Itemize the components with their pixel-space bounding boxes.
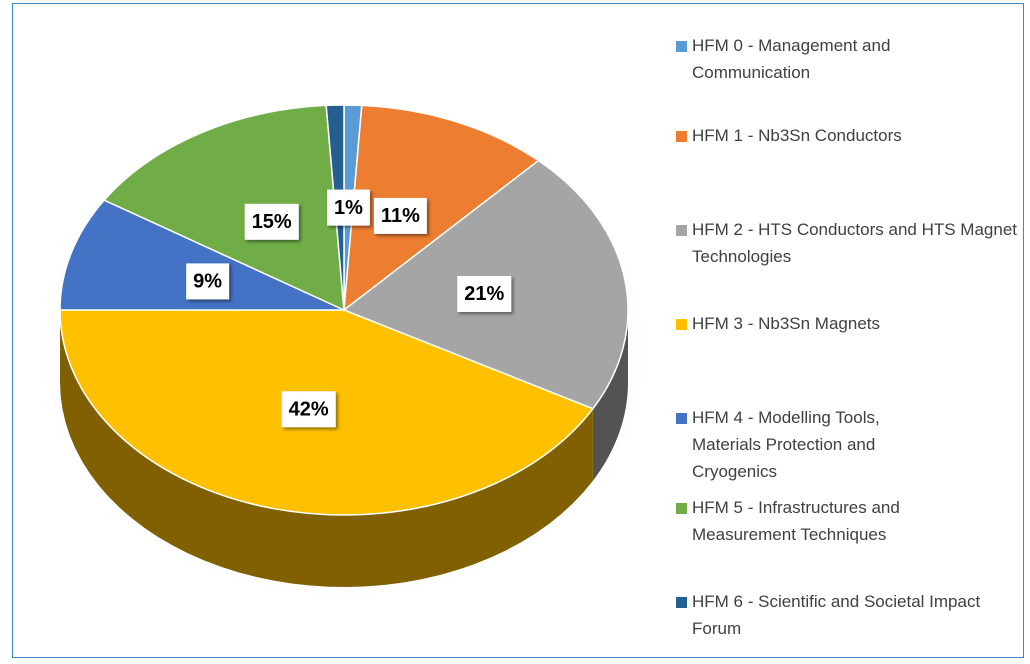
data-label: 1% [327, 189, 370, 226]
data-label: 9% [186, 263, 230, 300]
pie-slice [59, 199, 345, 311]
data-label-text: 9% [193, 271, 222, 293]
legend-label: HFM 4 - Modelling Tools, Materials Prote… [692, 408, 880, 481]
legend-label: HFM 6 - Scientific and Societal Impact F… [692, 592, 981, 638]
legend-label: HFM 1 - Nb3Sn Conductors [692, 126, 902, 145]
legend-item: HFM 2 - HTS Conductors and HTS Magnet Te… [676, 216, 1030, 270]
legend-item: HFM 6 - Scientific and Societal Impact F… [676, 588, 1012, 642]
legend-swatch [676, 413, 687, 424]
legend-label: HFM 5 - Infrastructures and Measurement … [692, 498, 900, 544]
legend-swatch [676, 225, 687, 236]
data-label-box [281, 391, 336, 428]
legend-swatch [676, 503, 687, 514]
data-label-box [244, 203, 299, 240]
legend-item: HFM 1 - Nb3Sn Conductors [676, 122, 1030, 149]
legend-item: HFM 0 - Management and Communication [676, 32, 972, 86]
chart-border [12, 3, 1024, 658]
data-label-box [186, 263, 230, 300]
pie-slice [343, 104, 540, 312]
legend-label: HFM 3 - Nb3Sn Magnets [692, 314, 881, 333]
pie-side [60, 310, 593, 587]
data-label: 42% [281, 391, 336, 428]
legend-swatch [676, 597, 687, 608]
data-label: 21% [457, 275, 512, 312]
data-label: 15% [244, 203, 299, 240]
legend-swatch [676, 319, 687, 330]
legend-swatch [676, 131, 687, 142]
data-label-text: 42% [289, 399, 329, 421]
legend-label: HFM 2 - HTS Conductors and HTS Magnet Te… [692, 220, 1018, 266]
pie-side [592, 310, 628, 481]
data-label-text: 21% [464, 283, 504, 305]
data-label-text: 11% [381, 205, 420, 227]
data-label-box [457, 275, 512, 312]
data-label-box [327, 189, 370, 226]
legend-item: HFM 3 - Nb3Sn Magnets [676, 310, 1030, 337]
legend-item: HFM 5 - Infrastructures and Measurement … [676, 494, 992, 548]
legend-label: HFM 0 - Management and Communication [692, 36, 891, 82]
data-label: 11% [373, 197, 427, 234]
legend-swatch [676, 41, 687, 52]
legend-item: HFM 4 - Modelling Tools, Materials Prote… [676, 404, 932, 485]
data-label-text: 15% [252, 211, 292, 233]
data-label-box [373, 197, 427, 234]
pie-slice [102, 104, 345, 312]
data-label-text: 1% [334, 197, 363, 219]
